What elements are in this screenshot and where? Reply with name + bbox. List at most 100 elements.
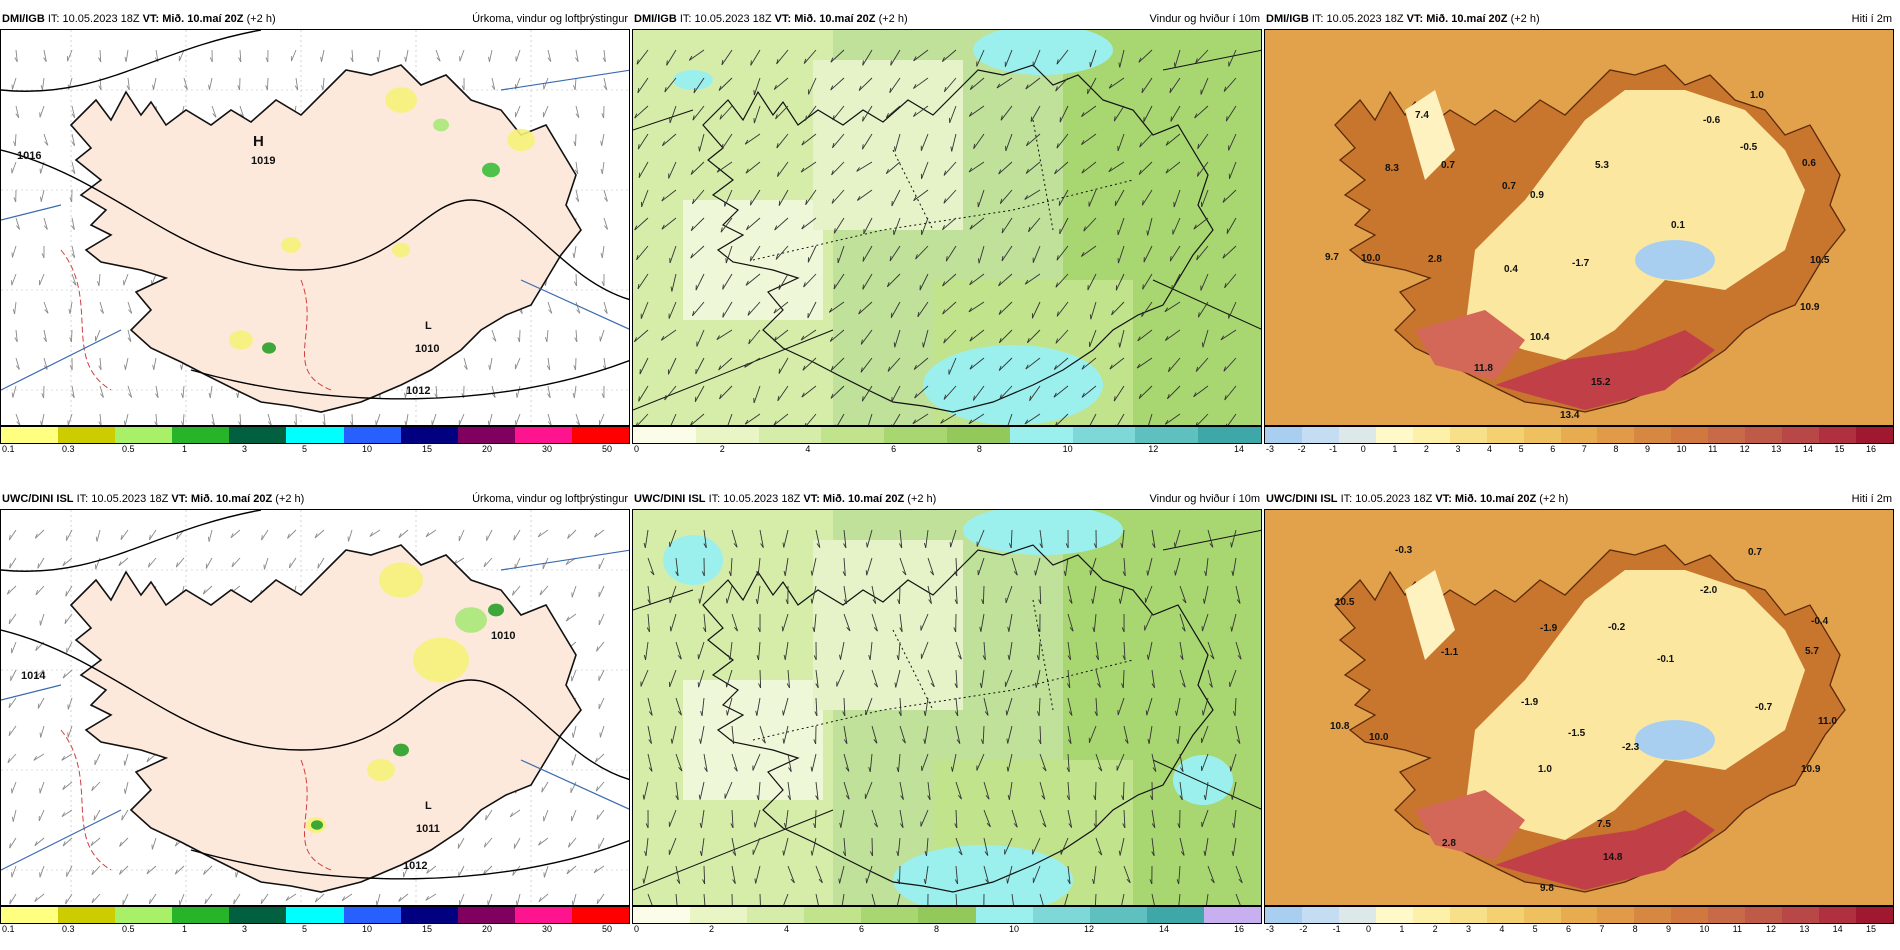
header-source: DMI/IGB: [634, 13, 677, 25]
legend-tick-label: 8: [1632, 924, 1638, 934]
temperature-value: -0.3: [1395, 545, 1413, 556]
temperature-value: 15.2: [1591, 377, 1611, 388]
map-canvas: [1, 510, 629, 905]
legend-swatch: [1375, 427, 1413, 443]
temperature-value: -1.9: [1540, 623, 1558, 634]
legend-swatch: [115, 907, 173, 923]
pressure-label: 1014: [21, 670, 46, 682]
legend-tick-label: 8: [976, 444, 982, 454]
legend-tick-label: -1: [1329, 444, 1338, 454]
legend-tick-label: 13: [1799, 924, 1810, 934]
pressure-label: H: [253, 133, 264, 150]
iceland-coastline: [702, 544, 1214, 893]
legend-tick-label: 6: [891, 444, 897, 454]
legend-swatch: [343, 907, 401, 923]
legend-tick-label: 12: [1084, 924, 1095, 934]
legend-tick-label: 3: [1455, 444, 1461, 454]
legend-tick-label: 14: [1159, 924, 1170, 934]
map-view[interactable]: [632, 509, 1262, 906]
temperature-value: -2.3: [1622, 742, 1640, 753]
precip-area: [311, 820, 323, 830]
temperature-value: 8.3: [1385, 163, 1399, 174]
temperature-value: -1.7: [1572, 258, 1590, 269]
legend-swatch: [400, 427, 458, 443]
temperature-value: 13.4: [1560, 410, 1580, 421]
header-lead: (+2 h): [907, 493, 937, 505]
color-legend: [1264, 906, 1894, 924]
legend-swatch: [633, 907, 691, 923]
legend-swatch: [58, 427, 116, 443]
legend-tick-label: 5: [1518, 444, 1524, 454]
pressure-label: 1012: [403, 860, 428, 872]
pressure-label: 1019: [251, 155, 276, 167]
legend-tick-label: 0: [634, 924, 640, 934]
temperature-value: 2.8: [1428, 254, 1442, 265]
header-source: UWC/DINI ISL: [634, 493, 706, 505]
precip-area: [281, 237, 301, 253]
legend-tick-label: 20: [482, 924, 493, 934]
legend-tick-label: -2: [1297, 444, 1306, 454]
wind-barbs: [633, 49, 1237, 425]
legend-swatch: [1597, 427, 1635, 443]
legend-tick-label: 0.3: [62, 924, 75, 934]
pressure-label: 1011: [416, 823, 440, 835]
legend-swatch: [286, 907, 344, 923]
legend-tick-label: 3: [1466, 924, 1472, 934]
legend-tick-label: 50: [602, 444, 613, 454]
legend-swatch: [1301, 907, 1339, 923]
legend-tick-label: 0: [634, 444, 640, 454]
map-canvas: [1265, 30, 1893, 425]
legend-swatch: [1597, 907, 1635, 923]
legend-ticks: 0 2 4 6 8 10 12 14 16: [632, 924, 1262, 936]
legend-tick-label: 4: [784, 924, 790, 934]
precip-area: [413, 637, 469, 683]
pressure-label: 1012: [406, 385, 431, 397]
legend-swatch: [690, 907, 748, 923]
legend-tick-label: 9: [1644, 444, 1650, 454]
legend-swatch: [1486, 907, 1524, 923]
color-legend: [0, 426, 630, 444]
isobar: [1, 30, 262, 92]
cool-highland-area: [1405, 90, 1455, 180]
legend-ticks: 0 2 4 6 8 10 12 14: [632, 444, 1262, 456]
map-view[interactable]: L 1011 1012 1014 1010: [0, 509, 630, 906]
iceland-coastline: [702, 64, 1214, 413]
warm-area: [1415, 790, 1525, 860]
header-it: IT: 10.05.2023 18Z: [679, 13, 772, 25]
map-canvas: [1, 30, 629, 425]
legend-tick-label: 6: [1566, 924, 1572, 934]
precip-area: [393, 743, 409, 757]
legend-tick-label: 5: [1532, 924, 1538, 934]
legend-swatch: [1671, 907, 1709, 923]
legend-swatch: [918, 907, 976, 923]
legend-tick-label: 16: [1234, 924, 1245, 934]
legend-swatch: [1449, 427, 1487, 443]
pressure-label: 1016: [17, 150, 42, 162]
map-view[interactable]: 7.4 8.3 0.7 0.7 0.9 5.3 1.0 -0.6 -0.5 0.6 0.1 10.5 9…: [1264, 29, 1894, 426]
map-view[interactable]: -0.3 0.7 10.5 -2.0 -0.4 -1.9 -0.2 -1.1 -0.1 5.7 -1…: [1264, 509, 1894, 906]
map-view[interactable]: H 1019 L 1010 1012 1016: [0, 29, 630, 426]
legend-tick-label: 0.5: [122, 444, 135, 454]
cool-highland-area: [1465, 570, 1805, 840]
forecast-panel-precip: UWC/DINI ISL IT: 10.05.2023 18Z VT: Mið.…: [0, 490, 630, 950]
legend-swatch: [1671, 427, 1709, 443]
forecast-panel-wind: DMI/IGB IT: 10.05.2023 18Z VT: Mið. 10.m…: [632, 10, 1262, 470]
legend-swatch: [1745, 907, 1783, 923]
legend-swatch: [172, 427, 230, 443]
temperature-value: 11.8: [1474, 363, 1493, 374]
forecast-panel-temp: UWC/DINI ISL IT: 10.05.2023 18Z VT: Mið.…: [1264, 490, 1894, 950]
warm-area: [1495, 330, 1715, 410]
glacier-cold-area: [1635, 240, 1715, 280]
legend-swatch: [1560, 427, 1598, 443]
map-view[interactable]: [632, 29, 1262, 426]
temperature-value: 14.8: [1603, 852, 1623, 863]
geo-line: [633, 49, 1261, 411]
header-lead: (+2 h): [1510, 13, 1540, 25]
precip-area: [229, 330, 253, 350]
header-it: IT: 10.05.2023 18Z: [708, 493, 801, 505]
warm-area: [1415, 310, 1525, 380]
header-vt-label: VT:: [1435, 493, 1452, 505]
color-legend: [0, 906, 630, 924]
legend-swatch: [115, 427, 173, 443]
legend-swatch: [1135, 427, 1199, 443]
